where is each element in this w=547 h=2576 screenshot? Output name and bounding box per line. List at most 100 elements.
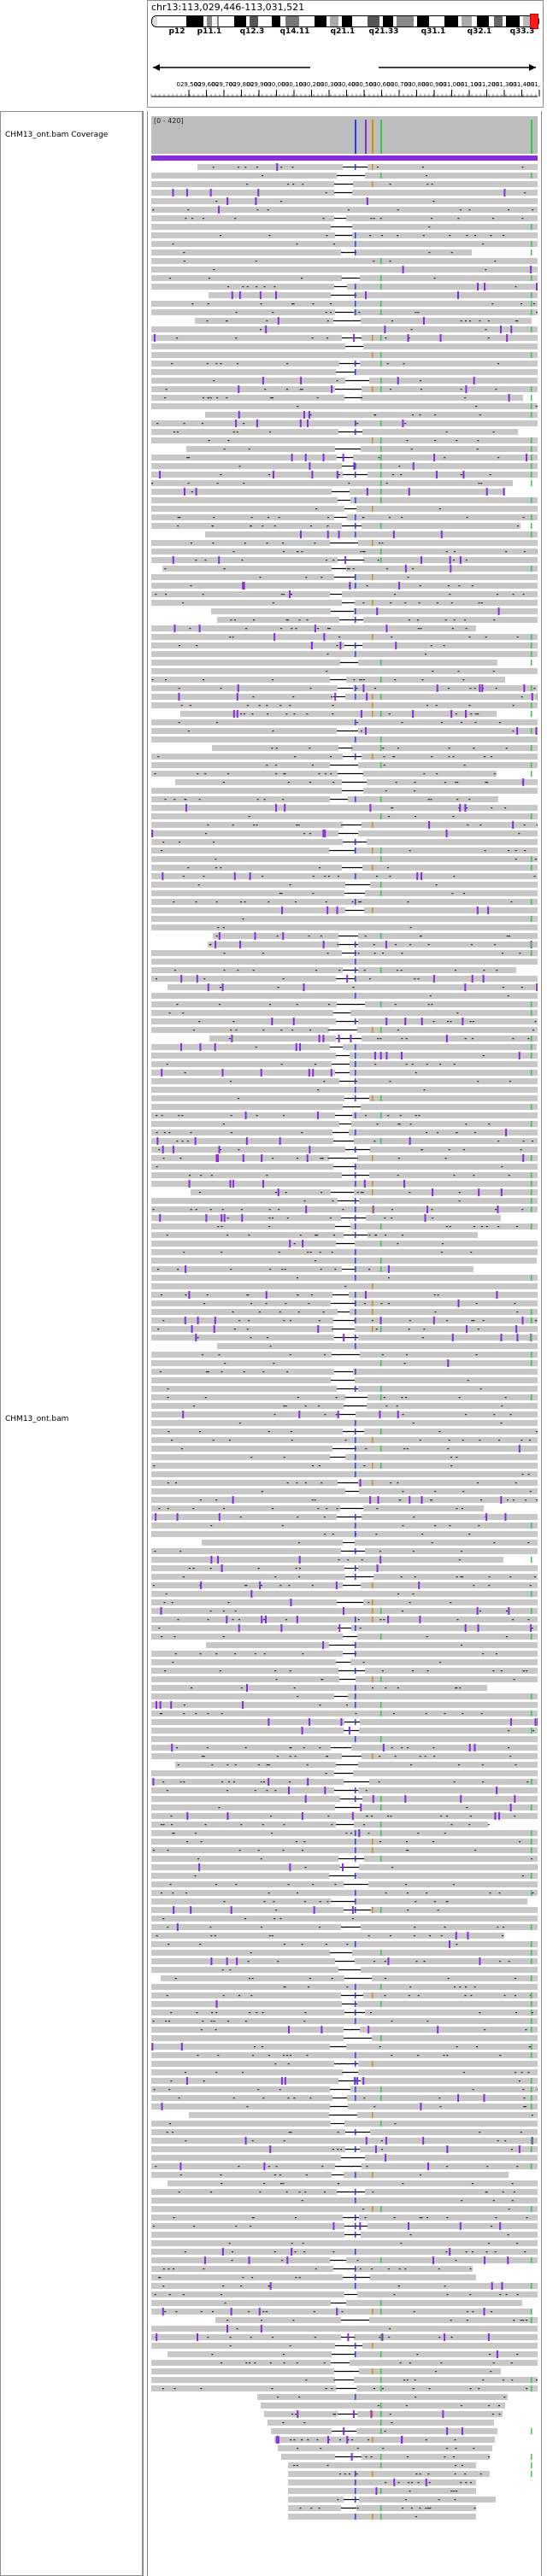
aligned-read[interactable]: [151, 1924, 341, 1930]
aligned-read[interactable]: [355, 1958, 538, 1964]
insertion-marker[interactable]: [276, 163, 279, 171]
aligned-read[interactable]: [151, 429, 338, 435]
aligned-read[interactable]: [358, 942, 538, 948]
insertion-marker[interactable]: [467, 1932, 469, 1939]
aligned-read[interactable]: [151, 2121, 331, 2127]
aligned-read[interactable]: [186, 446, 335, 452]
insertion-marker[interactable]: [446, 2427, 449, 2435]
read-row[interactable]: [151, 1121, 538, 1127]
read-row[interactable]: [211, 607, 538, 615]
read-row[interactable]: [213, 932, 538, 940]
aligned-read[interactable]: [368, 1232, 478, 1238]
insertion-marker[interactable]: [185, 1265, 187, 1273]
read-row[interactable]: [151, 771, 532, 777]
read-row[interactable]: [151, 1001, 538, 1007]
read-row[interactable]: [151, 2248, 538, 2256]
aligned-read[interactable]: [359, 2215, 538, 2221]
aligned-read[interactable]: [359, 1728, 538, 1734]
aligned-read[interactable]: [364, 907, 538, 913]
read-row[interactable]: [151, 1804, 538, 1811]
read-row[interactable]: [151, 633, 538, 641]
insertion-marker[interactable]: [530, 1624, 532, 1632]
aligned-read[interactable]: [151, 1967, 338, 1973]
aligned-read[interactable]: [355, 1540, 538, 1546]
aligned-read[interactable]: [151, 1018, 336, 1024]
aligned-read[interactable]: [151, 2018, 538, 2024]
insertion-marker[interactable]: [309, 462, 311, 470]
aligned-read[interactable]: [205, 412, 538, 418]
aligned-read[interactable]: [151, 1873, 329, 1879]
read-row[interactable]: [186, 446, 538, 452]
read-row[interactable]: [151, 1394, 538, 1400]
insertion-marker[interactable]: [277, 317, 279, 325]
aligned-read[interactable]: [352, 190, 538, 196]
insertion-marker[interactable]: [232, 710, 235, 718]
insertion-marker[interactable]: [299, 1043, 302, 1051]
insertion-marker[interactable]: [256, 420, 258, 427]
insertion-marker[interactable]: [151, 2043, 154, 2051]
insertion-marker[interactable]: [436, 684, 438, 692]
read-row[interactable]: [151, 1710, 538, 1716]
read-row[interactable]: [151, 2291, 538, 2297]
aligned-read[interactable]: [151, 574, 334, 580]
insertion-marker[interactable]: [516, 727, 519, 735]
insertion-marker[interactable]: [449, 1940, 451, 1948]
aligned-read[interactable]: [368, 164, 538, 170]
aligned-read[interactable]: [151, 873, 538, 879]
read-row[interactable]: [151, 1479, 538, 1487]
insertion-marker[interactable]: [366, 693, 368, 701]
aligned-read[interactable]: [362, 865, 538, 871]
aligned-read[interactable]: [365, 2189, 538, 2195]
insertion-marker[interactable]: [286, 2256, 289, 2264]
read-row[interactable]: [151, 1923, 538, 1931]
insertion-marker[interactable]: [186, 1812, 189, 1820]
insertion-marker[interactable]: [258, 2308, 261, 2315]
insertion-marker[interactable]: [366, 197, 368, 205]
aligned-read[interactable]: [151, 660, 340, 666]
read-row[interactable]: [151, 2137, 538, 2145]
aligned-read[interactable]: [356, 848, 538, 854]
insertion-marker[interactable]: [412, 462, 415, 470]
insertion-marker[interactable]: [231, 1035, 233, 1042]
insertion-marker[interactable]: [372, 1795, 374, 1803]
aligned-read[interactable]: [361, 2232, 538, 2238]
aligned-read[interactable]: [345, 1454, 538, 1460]
aligned-read[interactable]: [358, 967, 516, 973]
insertion-marker[interactable]: [362, 2077, 365, 2085]
read-row[interactable]: [151, 2222, 538, 2230]
insertion-marker[interactable]: [180, 1043, 183, 1051]
insertion-marker[interactable]: [188, 1291, 191, 1299]
read-row[interactable]: [151, 1659, 538, 1665]
insertion-marker[interactable]: [346, 975, 349, 983]
insertion-marker[interactable]: [445, 1035, 448, 1042]
insertion-marker[interactable]: [335, 1581, 338, 1589]
aligned-read[interactable]: [151, 1779, 344, 1785]
read-row[interactable]: [151, 2274, 476, 2280]
read-row[interactable]: [212, 745, 538, 751]
insertion-marker[interactable]: [507, 2256, 509, 2264]
read-row[interactable]: [151, 736, 538, 742]
aligned-read[interactable]: [362, 1753, 538, 1759]
insertion-marker[interactable]: [263, 2162, 266, 2170]
insertion-marker[interactable]: [459, 804, 462, 812]
read-row[interactable]: [151, 1164, 538, 1170]
insertion-marker[interactable]: [460, 1795, 462, 1803]
insertion-marker[interactable]: [257, 189, 260, 197]
insertion-marker[interactable]: [479, 684, 481, 692]
aligned-read[interactable]: [197, 164, 343, 170]
aligned-read[interactable]: [151, 583, 538, 589]
insertion-marker[interactable]: [499, 2222, 502, 2230]
read-row[interactable]: [151, 1061, 538, 1067]
read-row[interactable]: [151, 1309, 538, 1315]
read-row[interactable]: [205, 411, 538, 419]
aligned-read[interactable]: [343, 1044, 537, 1050]
read-row[interactable]: [151, 283, 538, 290]
aligned-read[interactable]: [211, 608, 331, 614]
aligned-read[interactable]: [151, 1471, 538, 1477]
aligned-read[interactable]: [353, 685, 538, 691]
read-row[interactable]: [151, 668, 538, 674]
read-row[interactable]: [217, 1343, 538, 1349]
aligned-read[interactable]: [151, 557, 338, 563]
aligned-read[interactable]: [151, 1001, 337, 1007]
insertion-marker[interactable]: [298, 1556, 301, 1564]
